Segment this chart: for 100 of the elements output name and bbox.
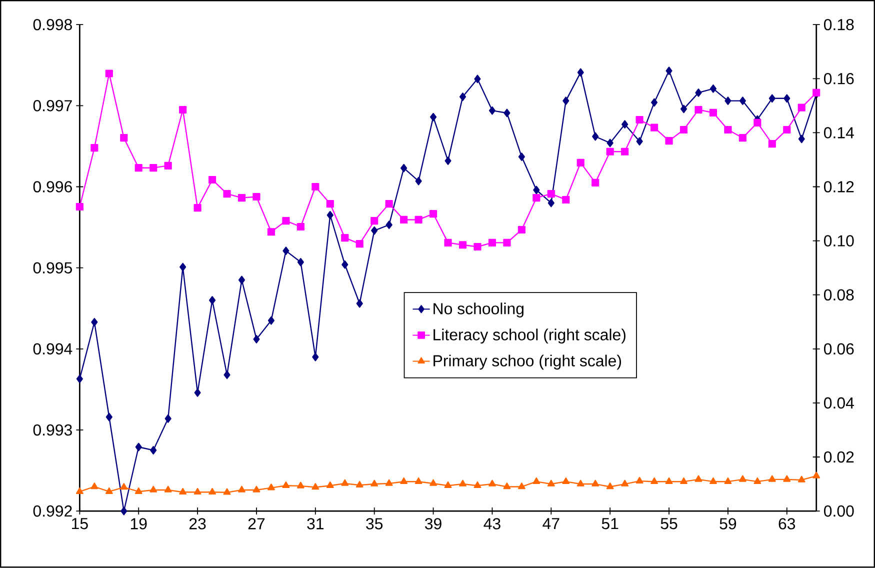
point bbox=[518, 152, 525, 162]
point bbox=[768, 94, 776, 103]
point bbox=[90, 144, 98, 152]
point bbox=[297, 258, 304, 266]
point bbox=[342, 260, 348, 269]
point bbox=[164, 486, 172, 493]
point bbox=[267, 228, 276, 236]
point bbox=[458, 241, 467, 249]
point bbox=[444, 156, 452, 166]
point bbox=[282, 217, 290, 225]
point bbox=[636, 477, 644, 484]
point bbox=[680, 126, 688, 134]
point bbox=[783, 126, 791, 134]
point bbox=[252, 193, 260, 201]
point bbox=[223, 190, 231, 198]
x-tick-label: 35 bbox=[366, 518, 383, 530]
point bbox=[341, 479, 349, 486]
point bbox=[738, 475, 746, 482]
point bbox=[592, 179, 600, 187]
point bbox=[194, 388, 201, 398]
point bbox=[504, 108, 510, 118]
legend-label: Literacy school (right scale) bbox=[434, 328, 626, 344]
y-tick-label: 0.993 bbox=[33, 424, 72, 436]
point bbox=[120, 134, 128, 142]
point bbox=[474, 243, 482, 251]
point bbox=[356, 481, 364, 488]
point bbox=[371, 226, 378, 235]
point bbox=[695, 88, 702, 98]
point bbox=[576, 480, 584, 487]
point bbox=[503, 239, 511, 247]
point bbox=[238, 276, 246, 284]
point bbox=[636, 137, 643, 146]
point bbox=[724, 96, 732, 106]
point bbox=[754, 478, 762, 484]
point bbox=[179, 488, 187, 495]
point bbox=[268, 316, 275, 325]
point bbox=[253, 335, 260, 344]
point bbox=[547, 480, 555, 487]
point bbox=[76, 488, 84, 494]
x-tick-label: 27 bbox=[248, 518, 265, 530]
point bbox=[650, 478, 658, 484]
point bbox=[326, 200, 334, 208]
x-tick-label: 63 bbox=[778, 518, 796, 530]
point bbox=[680, 478, 688, 484]
point bbox=[400, 478, 408, 484]
point bbox=[120, 507, 128, 516]
point bbox=[282, 246, 290, 256]
point bbox=[430, 112, 437, 122]
point bbox=[459, 92, 466, 102]
point bbox=[518, 226, 526, 234]
point bbox=[326, 211, 334, 220]
x-tick-label: 51 bbox=[602, 518, 618, 530]
point bbox=[680, 104, 688, 114]
point bbox=[754, 119, 762, 127]
point bbox=[562, 96, 570, 106]
point bbox=[665, 137, 673, 145]
point bbox=[518, 482, 526, 490]
point bbox=[576, 159, 584, 167]
point bbox=[105, 488, 113, 494]
point bbox=[710, 84, 717, 93]
point bbox=[738, 134, 746, 142]
point bbox=[709, 109, 718, 117]
point bbox=[312, 352, 319, 362]
x-tick-label: 47 bbox=[542, 518, 560, 530]
point bbox=[798, 104, 806, 112]
point bbox=[356, 299, 363, 308]
point bbox=[784, 94, 790, 103]
point bbox=[694, 475, 702, 482]
legend-label: Primary schoo (right scale) bbox=[434, 354, 621, 370]
x-tick-label: 43 bbox=[484, 518, 500, 530]
point bbox=[606, 138, 614, 148]
point bbox=[592, 132, 599, 141]
point bbox=[474, 482, 482, 488]
point bbox=[238, 486, 246, 493]
point bbox=[665, 478, 673, 484]
y2-tick-label: 0.00 bbox=[824, 506, 854, 517]
point bbox=[694, 106, 702, 114]
point bbox=[179, 106, 187, 114]
point bbox=[562, 196, 570, 204]
x-tick-label: 31 bbox=[307, 518, 324, 530]
point bbox=[356, 240, 364, 248]
point bbox=[488, 106, 496, 115]
point bbox=[296, 223, 304, 231]
point bbox=[90, 482, 98, 490]
point bbox=[621, 148, 629, 156]
point bbox=[415, 177, 422, 186]
point bbox=[444, 482, 452, 488]
point bbox=[312, 183, 320, 191]
point bbox=[252, 486, 260, 493]
point bbox=[533, 186, 540, 194]
point bbox=[474, 74, 481, 84]
y2-tick-label: 0.12 bbox=[824, 181, 854, 193]
point bbox=[562, 478, 570, 484]
legend-label: No schooling bbox=[434, 302, 524, 318]
point bbox=[400, 164, 408, 172]
point bbox=[532, 194, 540, 202]
point bbox=[238, 194, 246, 202]
x-tick-label: 23 bbox=[189, 518, 206, 530]
y-tick-label: 0.995 bbox=[33, 262, 72, 274]
point bbox=[341, 234, 349, 242]
